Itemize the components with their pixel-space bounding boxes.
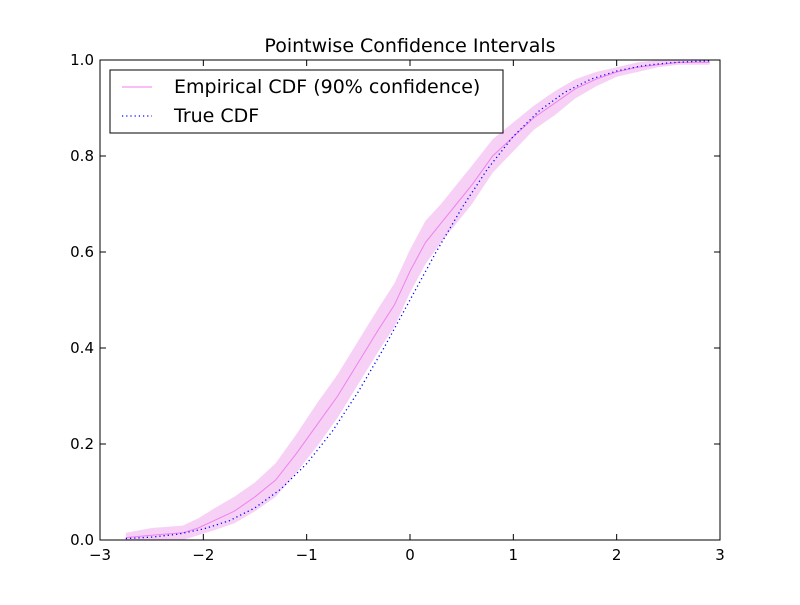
series-line-true-cdf [125,60,710,540]
x-tick-label: −3 [89,546,111,564]
y-tick-label: 0.2 [70,435,94,453]
y-tick-label: 0.4 [70,339,94,357]
x-tick-label: 0 [405,546,415,564]
y-tick-label: 0.6 [70,243,94,261]
legend-box [109,69,504,134]
plot-area [125,60,710,540]
legend-label-empirical: Empirical CDF (90% confidence) [174,76,480,98]
chart-title: Pointwise Confidence Intervals [264,35,555,57]
series-line-empirical-cdf [125,61,710,539]
x-tick-label: −2 [192,546,214,564]
y-tick-label: 0.8 [70,147,94,165]
y-tick-label: 1.0 [70,51,94,69]
x-tick-label: 1 [509,546,519,564]
legend-label-true: True CDF [173,105,259,127]
x-tick-label: −1 [296,546,318,564]
x-tick-label: 2 [612,546,622,564]
legend: Empirical CDF (90% confidence) True CDF [109,69,504,134]
axis-ticks: −3 −2 −1 0 1 2 3 0.0 0.2 0.4 0.6 0.8 1.0 [70,51,725,564]
x-tick-label: 3 [715,546,725,564]
y-tick-label: 0.0 [70,531,94,549]
